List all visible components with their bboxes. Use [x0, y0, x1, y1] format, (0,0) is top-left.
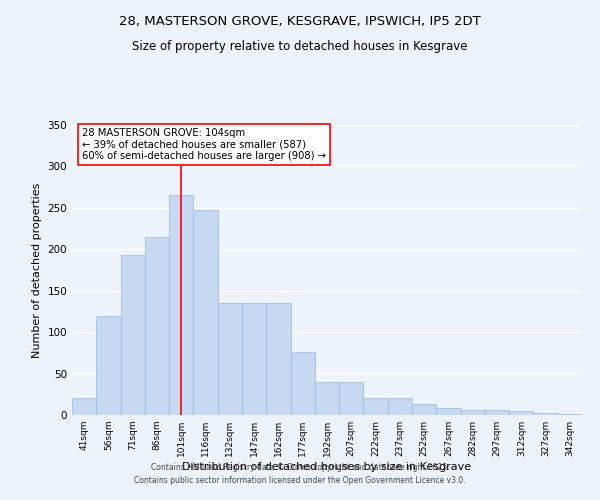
Y-axis label: Number of detached properties: Number of detached properties	[32, 182, 42, 358]
Bar	[266, 303, 290, 415]
Bar	[315, 382, 339, 415]
Bar	[509, 411, 533, 415]
Bar	[242, 303, 266, 415]
Bar	[218, 303, 242, 415]
Bar	[533, 412, 558, 415]
Bar	[388, 398, 412, 415]
X-axis label: Distribution of detached houses by size in Kesgrave: Distribution of detached houses by size …	[182, 462, 472, 472]
Bar	[339, 382, 364, 415]
Bar	[436, 408, 461, 415]
Bar	[412, 404, 436, 415]
Bar	[461, 410, 485, 415]
Bar	[96, 316, 121, 415]
Bar	[72, 398, 96, 415]
Text: Size of property relative to detached houses in Kesgrave: Size of property relative to detached ho…	[132, 40, 468, 53]
Bar	[121, 255, 145, 415]
Bar	[145, 237, 169, 415]
Bar	[290, 352, 315, 415]
Bar	[364, 398, 388, 415]
Bar	[193, 210, 218, 415]
Text: 28, MASTERSON GROVE, KESGRAVE, IPSWICH, IP5 2DT: 28, MASTERSON GROVE, KESGRAVE, IPSWICH, …	[119, 15, 481, 28]
Bar	[169, 196, 193, 415]
Text: 28 MASTERSON GROVE: 104sqm
← 39% of detached houses are smaller (587)
60% of sem: 28 MASTERSON GROVE: 104sqm ← 39% of deta…	[82, 128, 326, 161]
Bar	[485, 410, 509, 415]
Bar	[558, 414, 582, 415]
Text: Contains HM Land Registry data © Crown copyright and database right 2025.
Contai: Contains HM Land Registry data © Crown c…	[134, 464, 466, 485]
